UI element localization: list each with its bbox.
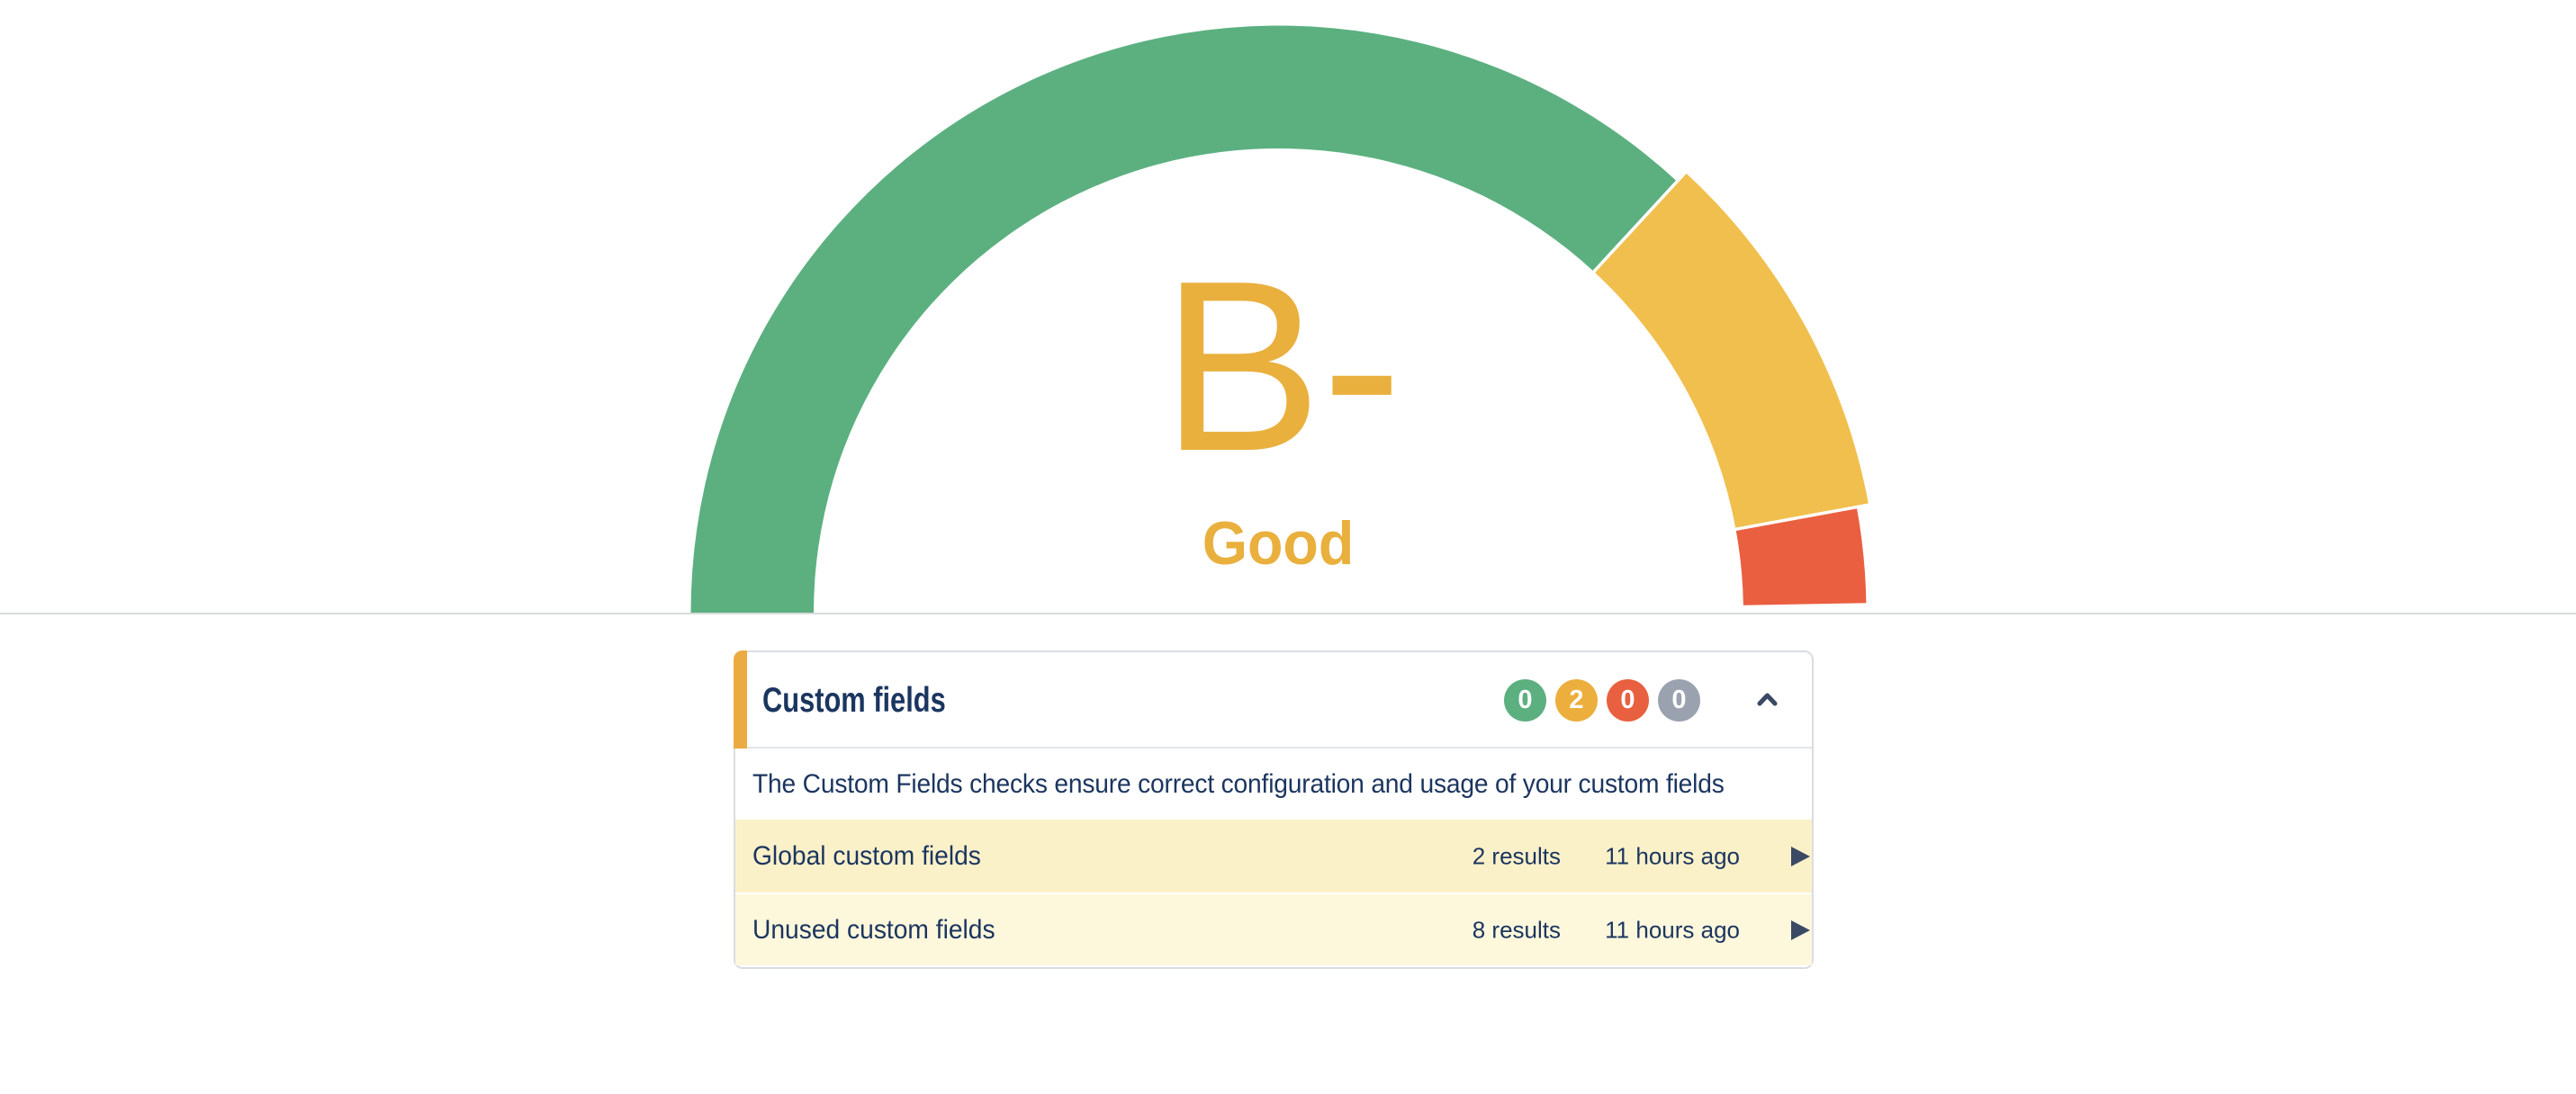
svg-text:B-: B- (1161, 230, 1401, 502)
svg-text:Good: Good (1202, 510, 1355, 578)
